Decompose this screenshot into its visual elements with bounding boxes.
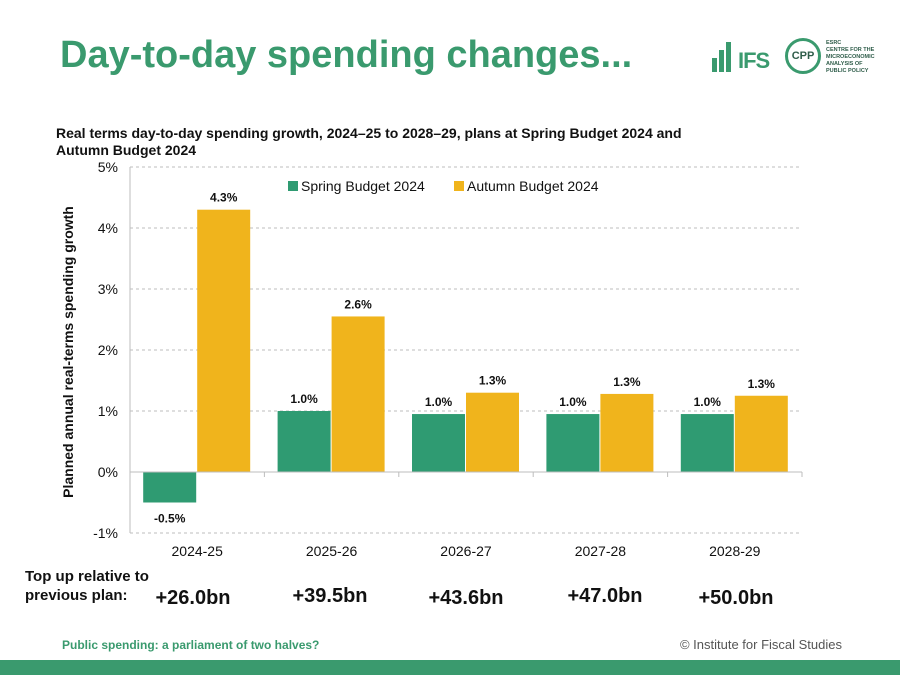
- data-label: 4.3%: [210, 191, 238, 205]
- topup-value: +50.0bn: [698, 587, 774, 609]
- data-label: 1.3%: [613, 375, 641, 389]
- logos: IFS CPP ESRC CENTRE FOR THE MICROECONOMI…: [712, 38, 882, 78]
- x-tick-label: 2026-27: [440, 543, 492, 559]
- bar: [600, 393, 654, 472]
- x-tick-label: 2028-29: [709, 543, 761, 559]
- data-label: 2.6%: [344, 297, 372, 311]
- x-tick-label: 2024-25: [172, 543, 224, 559]
- slide-title: Day-to-day spending changes...: [60, 34, 633, 76]
- y-tick-label: 1%: [98, 403, 118, 419]
- cpp-logo-circle: CPP: [785, 38, 821, 74]
- data-label: -0.5%: [154, 512, 186, 526]
- ifs-logo-bars: [712, 42, 738, 72]
- bar: [331, 316, 385, 472]
- bar: [412, 414, 465, 472]
- bar: [143, 472, 197, 503]
- y-axis-label: Planned annual real-terms spending growt…: [60, 206, 76, 498]
- x-tick-label: 2027-28: [575, 543, 627, 559]
- bar: [680, 414, 734, 472]
- footer-bar: [0, 660, 900, 675]
- legend-swatch: [288, 181, 298, 191]
- y-tick-label: 4%: [98, 220, 118, 236]
- ifs-logo-text: IFS: [738, 48, 770, 73]
- data-label: 1.0%: [290, 392, 318, 406]
- footer-copyright: © Institute for Fiscal Studies: [679, 637, 842, 652]
- y-tick-label: -1%: [93, 525, 118, 541]
- topup-label: Top up relative to previous plan:: [25, 568, 149, 604]
- y-tick-label: 2%: [98, 342, 118, 358]
- legend-swatch: [454, 181, 464, 191]
- cpp-logo-text: ESRC CENTRE FOR THE MICROECONOMIC ANALYS…: [826, 40, 875, 74]
- y-tick-label: 5%: [98, 159, 118, 175]
- y-tick-label: 3%: [98, 281, 118, 297]
- chart-title: Real terms day-to-day spending growth, 2…: [56, 125, 682, 158]
- data-label: 1.0%: [425, 395, 453, 409]
- x-tick-label: 2025-26: [306, 543, 358, 559]
- footer-title: Public spending: a parliament of two hal…: [62, 638, 320, 652]
- data-label: 1.3%: [748, 377, 776, 391]
- legend-label: Spring Budget 2024: [301, 178, 425, 194]
- bar: [277, 411, 331, 472]
- bar: [546, 414, 600, 472]
- topup-value: +43.6bn: [428, 587, 504, 609]
- bar: [197, 209, 251, 472]
- data-label: 1.0%: [559, 395, 587, 409]
- bar: [466, 392, 519, 472]
- topup-value: +47.0bn: [567, 585, 643, 607]
- legend-label: Autumn Budget 2024: [467, 178, 599, 194]
- y-tick-label: 0%: [98, 464, 118, 480]
- bar: [734, 395, 788, 472]
- topup-value: +39.5bn: [292, 585, 368, 607]
- data-label: 1.0%: [694, 395, 722, 409]
- topup-value: +26.0bn: [155, 587, 231, 609]
- data-label: 1.3%: [479, 374, 507, 388]
